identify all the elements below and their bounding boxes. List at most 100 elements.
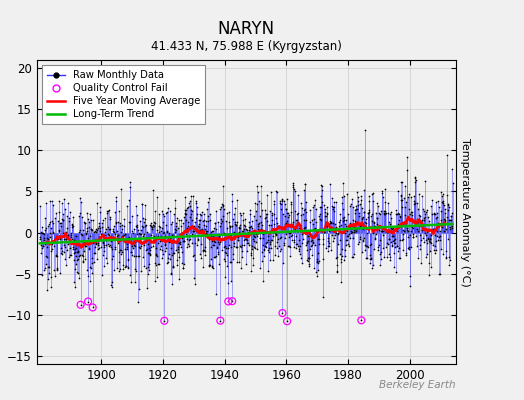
Point	[250, 238, 258, 244]
Point	[56, 219, 64, 226]
Point	[43, 234, 51, 241]
Point	[123, 243, 132, 250]
Point	[433, 214, 442, 220]
Point	[154, 234, 162, 240]
Point	[88, 254, 96, 261]
Point	[389, 238, 397, 244]
Point	[177, 244, 185, 250]
Point	[333, 254, 342, 260]
Point	[111, 231, 119, 238]
Point	[422, 240, 431, 247]
Point	[140, 223, 149, 230]
Point	[411, 200, 420, 206]
Point	[304, 238, 313, 244]
Point	[280, 240, 289, 246]
Point	[102, 242, 110, 248]
Point	[147, 244, 156, 250]
Point	[149, 222, 157, 228]
Point	[177, 235, 185, 241]
Point	[335, 237, 344, 244]
Point	[376, 237, 384, 244]
Point	[36, 236, 45, 242]
Point	[383, 240, 391, 246]
Point	[335, 223, 343, 229]
Point	[255, 220, 264, 226]
Point	[372, 226, 380, 232]
Point	[103, 208, 112, 214]
Point	[209, 228, 217, 234]
Point	[378, 226, 386, 233]
Point	[358, 248, 366, 255]
Point	[266, 257, 275, 264]
Point	[206, 217, 214, 224]
Point	[72, 268, 81, 275]
Point	[411, 218, 420, 225]
Point	[418, 192, 427, 199]
Point	[223, 280, 232, 286]
Point	[163, 255, 172, 262]
Point	[115, 266, 124, 272]
Point	[236, 210, 244, 217]
Point	[217, 231, 225, 237]
Point	[144, 250, 152, 256]
Point	[179, 238, 188, 244]
Point	[288, 220, 296, 227]
Point	[429, 211, 438, 218]
Point	[266, 208, 274, 214]
Point	[380, 208, 389, 214]
Point	[246, 224, 254, 230]
Point	[53, 267, 61, 273]
Point	[257, 200, 265, 206]
Point	[337, 200, 346, 207]
Point	[130, 279, 139, 285]
Point	[133, 222, 141, 229]
Point	[123, 246, 131, 252]
Point	[350, 250, 358, 257]
Point	[447, 225, 456, 231]
Point	[426, 248, 434, 254]
Point	[379, 254, 388, 260]
Point	[277, 201, 286, 207]
Point	[309, 221, 318, 227]
Point	[198, 229, 206, 235]
Point	[201, 244, 209, 250]
Point	[401, 183, 409, 189]
Point	[361, 127, 369, 133]
Point	[68, 221, 76, 228]
Point	[220, 206, 228, 212]
Point	[339, 180, 347, 186]
Point	[203, 199, 212, 206]
Point	[279, 260, 288, 266]
Point	[46, 198, 54, 204]
Point	[204, 213, 212, 219]
Point	[111, 219, 119, 225]
Point	[256, 234, 264, 241]
Point	[68, 222, 77, 228]
Point	[57, 223, 65, 229]
Point	[355, 213, 363, 220]
Point	[345, 224, 353, 230]
Point	[224, 208, 233, 215]
Point	[215, 261, 223, 267]
Point	[98, 231, 106, 237]
Point	[312, 269, 320, 275]
Point	[346, 220, 354, 226]
Point	[184, 241, 193, 247]
Point	[91, 228, 99, 234]
Point	[52, 265, 61, 272]
Point	[366, 213, 375, 219]
Point	[276, 248, 285, 254]
Point	[268, 216, 276, 223]
Point	[177, 223, 185, 230]
Point	[101, 232, 109, 238]
Point	[412, 233, 421, 240]
Point	[428, 211, 436, 217]
Point	[101, 237, 110, 243]
Point	[326, 218, 334, 224]
Point	[60, 242, 68, 248]
Point	[178, 230, 187, 236]
Point	[368, 191, 377, 197]
Point	[382, 210, 390, 216]
Point	[433, 232, 441, 239]
Point	[347, 196, 356, 202]
